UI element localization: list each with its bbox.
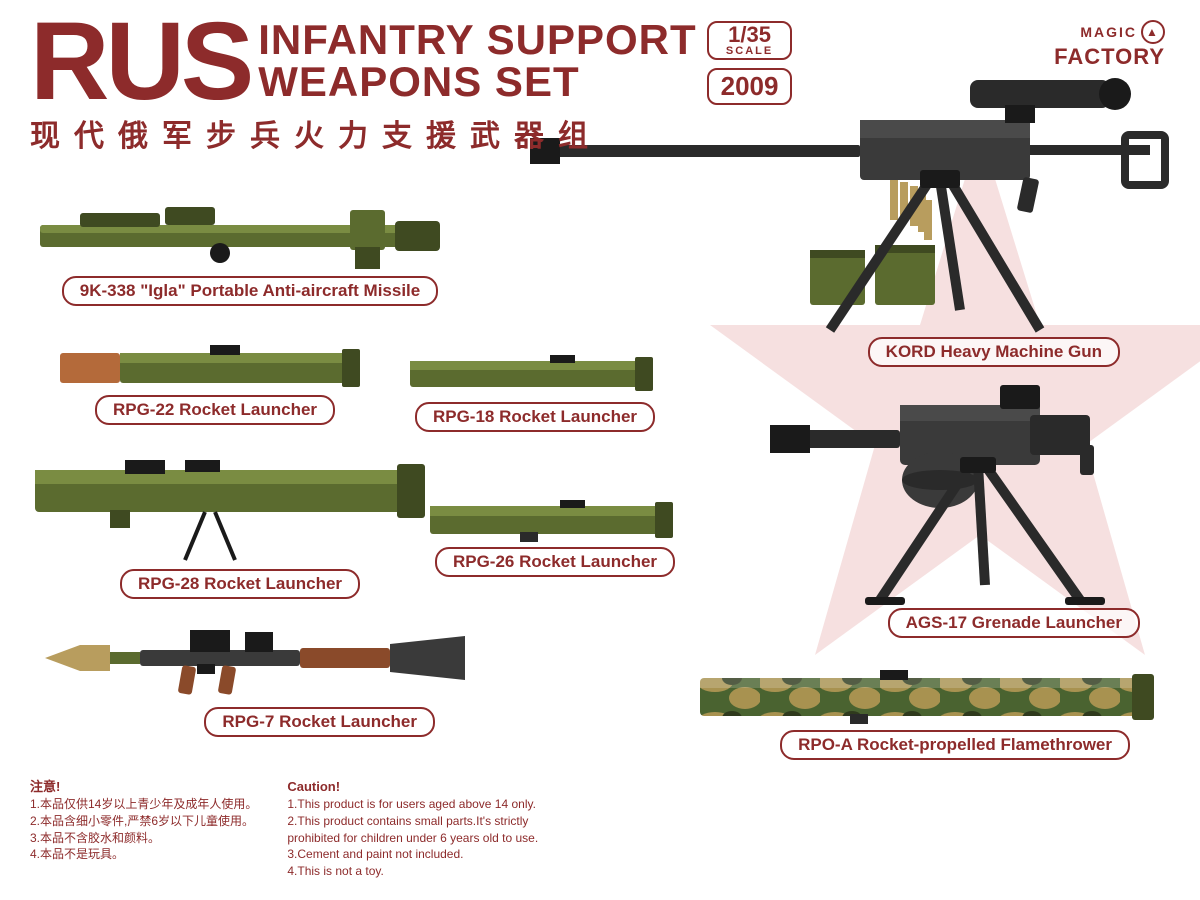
weapon-ags17: AGS-17 Grenade Launcher xyxy=(770,385,1170,638)
title-line1: INFANTRY SUPPORT xyxy=(258,19,696,61)
label-rpg18: RPG-18 Rocket Launcher xyxy=(415,402,655,432)
weapon-rpg7: RPG-7 Rocket Launcher xyxy=(45,630,485,737)
caution-cn-l4: 4.本品不是玩具。 xyxy=(30,846,257,863)
caution-cn-l1: 1.本品仅供14岁以上青少年及成年人使用。 xyxy=(30,796,257,813)
caution-en-l2: 2.This product contains small parts.It's… xyxy=(287,813,538,830)
rpg28-illustration xyxy=(35,460,445,570)
label-rpg26: RPG-26 Rocket Launcher xyxy=(435,547,675,577)
rpg7-illustration xyxy=(45,630,485,710)
caution-en-l4: 4.This is not a toy. xyxy=(287,863,538,880)
caution-block: 注意! 1.本品仅供14岁以上青少年及成年人使用。 2.本品含细小零件,严禁6岁… xyxy=(30,778,538,880)
scale-ratio: 1/35 xyxy=(728,22,771,47)
rpg22-illustration xyxy=(60,345,370,390)
brand-logo-block: MAGIC ▲ FACTORY xyxy=(1054,20,1165,70)
caution-en-l2b: prohibited for children under 6 years ol… xyxy=(287,830,538,847)
caution-en-title: Caution! xyxy=(287,778,538,796)
title-line2: WEAPONS SET xyxy=(258,61,696,103)
caution-en-l3: 3.Cement and paint not included. xyxy=(287,846,538,863)
rpg26-illustration xyxy=(430,500,680,542)
caution-en-l1: 1.This product is for users aged above 1… xyxy=(287,796,538,813)
label-rpg22: RPG-22 Rocket Launcher xyxy=(95,395,335,425)
weapon-rpoa: RPO-A Rocket-propelled Flamethrower xyxy=(700,670,1160,760)
label-rpg7: RPG-7 Rocket Launcher xyxy=(204,707,435,737)
rpoa-illustration xyxy=(700,670,1160,725)
weapon-rpg28: RPG-28 Rocket Launcher xyxy=(35,460,445,599)
badge-year: 2009 xyxy=(707,68,793,105)
igla-illustration xyxy=(40,195,460,275)
title-chinese: 现代俄军步兵火力支援武器组 xyxy=(30,111,792,155)
caution-english: Caution! 1.This product is for users age… xyxy=(287,778,538,880)
brand-bottom-text: FACTORY xyxy=(1054,44,1165,70)
scale-word: SCALE xyxy=(721,46,779,57)
ags17-illustration xyxy=(770,385,1170,615)
weapon-rpg22: RPG-22 Rocket Launcher xyxy=(60,345,370,425)
badge-scale: 1/35 SCALE xyxy=(707,21,793,60)
label-ags17: AGS-17 Grenade Launcher xyxy=(888,608,1140,638)
label-igla: 9K-338 "Igla" Portable Anti-aircraft Mis… xyxy=(62,276,438,306)
title-rus: RUS xyxy=(30,15,250,109)
label-kord: KORD Heavy Machine Gun xyxy=(868,337,1120,367)
caution-chinese: 注意! 1.本品仅供14岁以上青少年及成年人使用。 2.本品含细小零件,严禁6岁… xyxy=(30,778,257,880)
label-rpoa: RPO-A Rocket-propelled Flamethrower xyxy=(780,730,1130,760)
caution-cn-l2: 2.本品含细小零件,严禁6岁以下儿童使用。 xyxy=(30,813,257,830)
weapon-rpg26: RPG-26 Rocket Launcher xyxy=(430,500,680,577)
weapon-igla: 9K-338 "Igla" Portable Anti-aircraft Mis… xyxy=(40,195,460,306)
header: RUS INFANTRY SUPPORT WEAPONS SET 1/35 SC… xyxy=(30,15,792,155)
caution-cn-title: 注意! xyxy=(30,778,257,796)
brand-circle-icon: ▲ xyxy=(1141,20,1165,44)
label-rpg28: RPG-28 Rocket Launcher xyxy=(120,569,360,599)
brand-top-text: MAGIC xyxy=(1080,24,1137,40)
caution-cn-l3: 3.本品不含胶水和颜料。 xyxy=(30,830,257,847)
